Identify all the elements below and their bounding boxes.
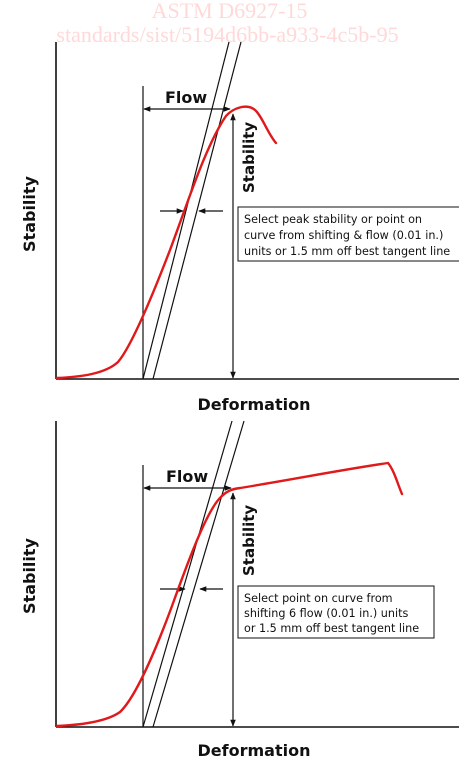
- note-line-1: Select point on curve from: [244, 592, 393, 605]
- flow-label: Flow: [166, 467, 208, 486]
- x-axis-label: Deformation: [198, 395, 311, 414]
- tangent-line: [142, 41, 230, 380]
- tangent-line: [142, 420, 233, 728]
- note-box: [237, 206, 459, 262]
- offset-tangent-line: [152, 420, 245, 728]
- x-axis-label: Deformation: [198, 741, 311, 759]
- note-line-1: Select peak stability or point on: [244, 213, 422, 226]
- note-line-2: shifting 6 flow (0.01 in.) units: [244, 607, 408, 620]
- diagram-bottom: Flow Stability Select point on curve fro…: [20, 420, 459, 759]
- note-line-3: or 1.5 mm off best tangent line: [244, 622, 419, 635]
- stability-curve: [55, 105, 278, 380]
- watermark-line-2: standards/sist/5194d6bb-a933-4c5b-95: [56, 22, 399, 47]
- diagram-top: Flow Stability Select peak stability or …: [20, 41, 459, 414]
- note-line-2: curve from shifting & flow (0.01 in.): [244, 229, 443, 242]
- flow-label: Flow: [165, 88, 207, 107]
- note-box: [237, 585, 435, 639]
- stability-curve: [55, 461, 404, 728]
- watermark-line-1: ASTM D6927-15: [151, 0, 308, 23]
- note-line-3: units or 1.5 mm off best tangent line: [244, 245, 450, 258]
- y-axis-label: Stability: [20, 175, 39, 252]
- stability-value-label: Stability: [240, 122, 258, 193]
- y-axis-label: Stability: [20, 537, 39, 614]
- stability-value-label: Stability: [240, 505, 258, 576]
- offset-tangent-line: [152, 41, 242, 380]
